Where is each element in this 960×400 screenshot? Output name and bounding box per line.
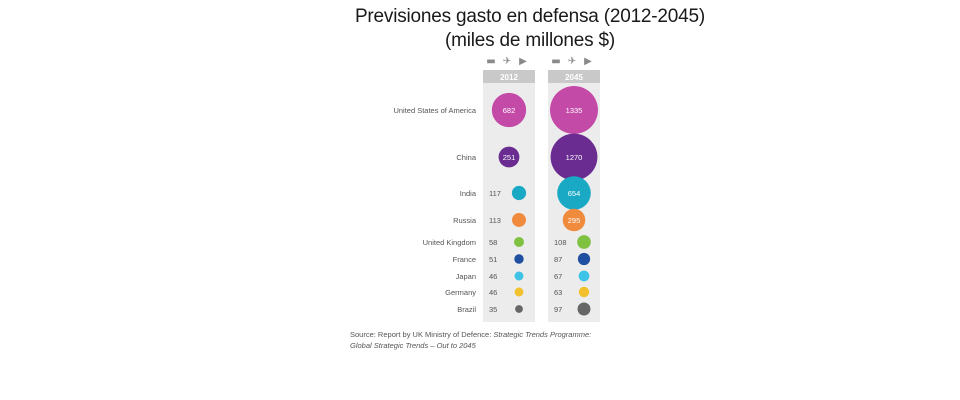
value-label-2012: 46 [489,272,497,281]
value-label-2045: 97 [554,305,562,314]
value-label-2012: 35 [489,305,497,314]
bubble-2012 [514,271,524,281]
bubble-2012 [498,146,520,168]
tank-icon-col1: ▬ [551,56,560,67]
value-label-2012: 58 [489,238,497,247]
value-label-2045: 1335 [566,106,583,115]
bubble-2045 [562,208,586,232]
value-label-2012: 251 [503,153,516,162]
bubble-2012 [514,287,524,297]
plane-icon-col1: ✈ [568,56,576,67]
country-label: Russia [453,216,477,225]
jet-icon-col1: ▶ [584,56,592,67]
country-label: Brazil [457,305,476,314]
country-label: India [460,189,477,198]
source-line-2: Global Strategic Trends – Out to 2045 [350,341,476,350]
bubble-2045 [577,302,591,316]
value-label-2012: 51 [489,255,497,264]
value-label-2045: 87 [554,255,562,264]
value-label-2012: 113 [489,216,501,225]
column-header-2012: 2012 [500,73,518,82]
chart-title: Previsiones gasto en defensa (2012-2045) [354,6,706,27]
country-label: China [456,153,476,162]
bubble-2012 [512,213,526,227]
value-label-2045: 63 [554,288,562,297]
jet-icon-col0: ▶ [519,56,527,67]
bubble-2012 [513,236,525,248]
country-label: United Kingdom [423,238,476,247]
source-line-1: Source: Report by UK Ministry of Defence… [350,330,591,339]
tank-icon-col0: ▬ [486,56,495,67]
column-header-bg-2012 [483,70,535,83]
bubble-2045 [550,133,598,181]
value-label-2045: 654 [568,189,581,198]
value-label-2012: 682 [503,106,516,115]
bubble-2045 [578,286,590,298]
source-italic-1: Strategic Trends Programme: [493,330,592,339]
bubble-2012 [515,305,523,313]
bubble-2045 [578,270,590,282]
country-label: United States of America [393,106,476,115]
source-prefix: Source: Report by UK Ministry of Defence… [350,330,494,339]
country-label: Japan [456,272,476,281]
country-label: France [453,255,476,264]
value-label-2045: 1270 [566,153,583,162]
value-label-2012: 46 [489,288,497,297]
value-label-2045: 67 [554,272,562,281]
chart-subtitle: (miles de millones $) [444,30,616,51]
bubble-2012 [511,185,527,201]
bubble-2045 [577,235,591,249]
column-header-2045: 2045 [565,73,583,82]
value-label-2045: 295 [568,216,581,225]
value-label-2012: 117 [489,189,501,198]
bubble-2012 [514,254,524,264]
bubble-2045 [550,86,598,134]
bubble-2045 [557,176,591,210]
plane-icon-col0: ✈ [503,56,511,67]
column-header-bg-2045 [548,70,600,83]
bubble-2012 [491,92,527,128]
country-label: Germany [445,288,476,297]
bubble-2045 [577,252,591,266]
value-label-2045: 108 [554,238,567,247]
